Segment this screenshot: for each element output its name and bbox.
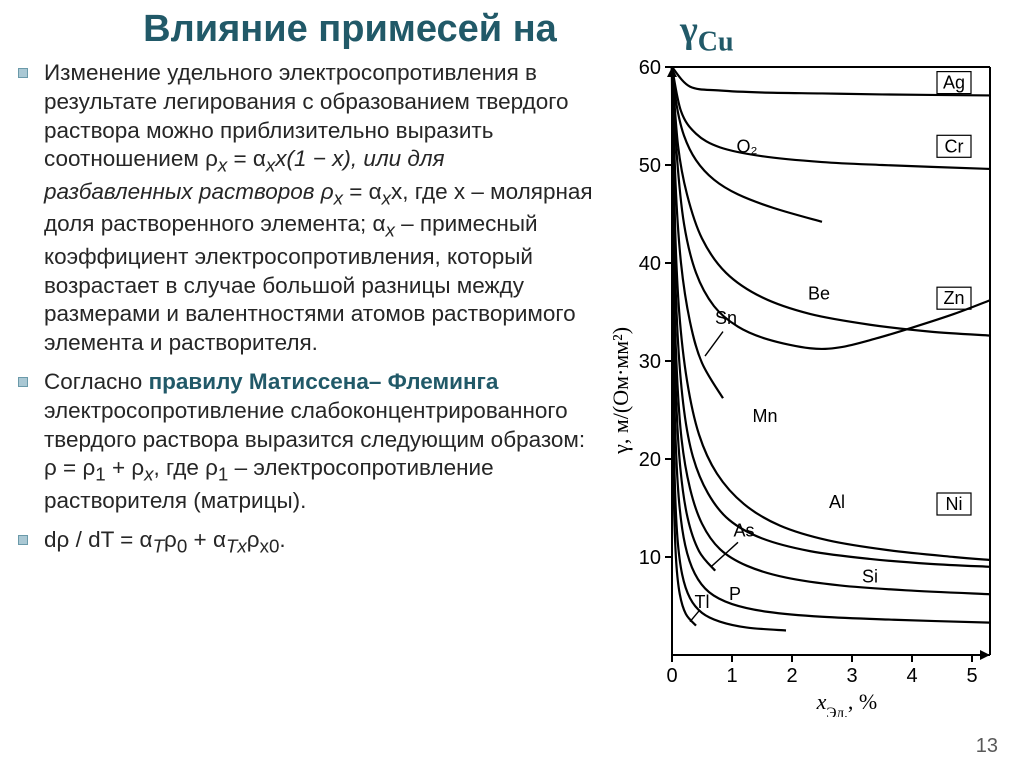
svg-text:0: 0	[666, 665, 677, 687]
svg-text:Zn: Zn	[943, 288, 964, 308]
svg-text:2: 2	[786, 665, 797, 687]
svg-text:Si: Si	[862, 567, 878, 587]
svg-text:Ag: Ag	[943, 73, 965, 93]
svg-text:xЭл., %: xЭл., %	[816, 689, 878, 717]
content-row: Изменение удельного электросопротивления…	[0, 55, 1024, 717]
bullet-marker-icon	[18, 377, 28, 387]
svg-text:5: 5	[966, 665, 977, 687]
svg-text:Ni: Ni	[946, 494, 963, 514]
text-column: Изменение удельного электросопротивления…	[0, 55, 610, 717]
svg-text:P: P	[729, 584, 741, 604]
gamma-chart: 10 20 30 40 50 60 0 1 2 3 4 5 xЭл., % γ, м/(Ом·мм²) Ag…	[610, 57, 1002, 717]
svg-text:Be: Be	[808, 283, 830, 303]
gamma-cu-symbol: γCu	[680, 8, 734, 59]
svg-text:40: 40	[639, 253, 661, 275]
svg-text:Cr: Cr	[945, 136, 964, 156]
svg-text:1: 1	[726, 665, 737, 687]
bullet-2: Согласно правилу Матиссена– Флеминга эле…	[44, 368, 594, 516]
bullet-marker-icon	[18, 535, 28, 545]
svg-text:50: 50	[639, 155, 661, 177]
bullet-1: Изменение удельного электросопротивления…	[44, 59, 594, 358]
svg-text:Al: Al	[829, 492, 845, 512]
svg-text:γ, м/(Ом·мм²): γ, м/(Ом·мм²)	[610, 327, 633, 455]
bullet-marker-icon	[18, 68, 28, 78]
svg-text:Sn: Sn	[715, 308, 737, 328]
svg-text:60: 60	[639, 57, 661, 79]
chart-column: 10 20 30 40 50 60 0 1 2 3 4 5 xЭл., % γ, м/(Ом·мм²) Ag…	[610, 55, 1024, 717]
svg-text:30: 30	[639, 351, 661, 373]
svg-text:Tl: Tl	[695, 592, 710, 612]
page-number: 13	[976, 735, 998, 758]
svg-text:4: 4	[906, 665, 917, 687]
slide-title: Влияние примесей на	[0, 0, 640, 55]
svg-text:10: 10	[639, 547, 661, 569]
svg-text:3: 3	[846, 665, 857, 687]
svg-text:Mn: Mn	[752, 406, 777, 426]
svg-text:As: As	[733, 520, 754, 540]
svg-text:20: 20	[639, 449, 661, 471]
svg-text:O₂: O₂	[737, 136, 758, 156]
bullet-3: dρ / dT = αTρ0 + αTxρx0.	[44, 526, 594, 559]
